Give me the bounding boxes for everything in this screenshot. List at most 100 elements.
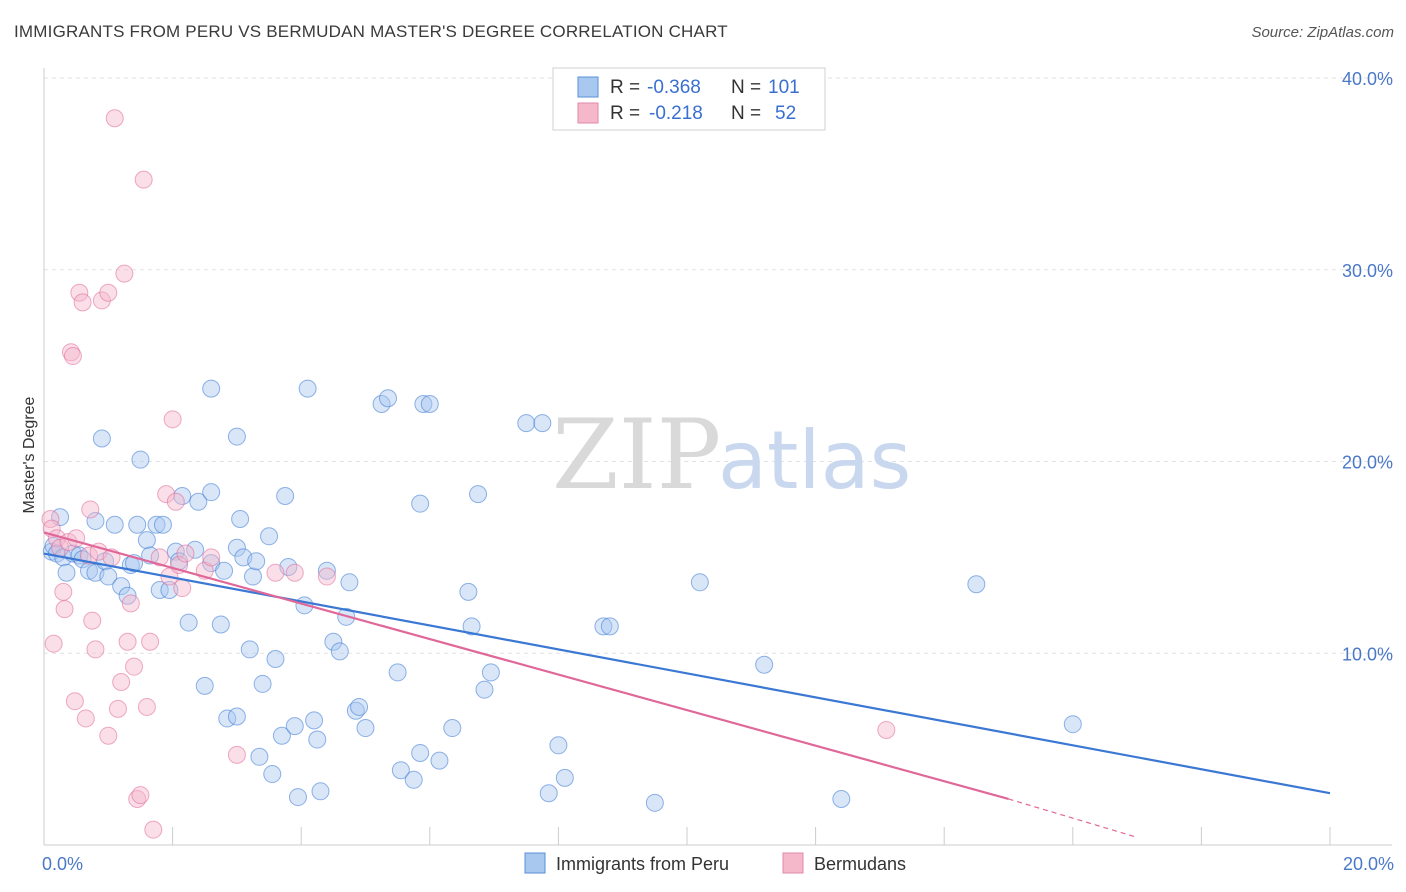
- bermudans-point-21: [99, 283, 118, 302]
- peru-point-98: [832, 789, 851, 808]
- bermudans-point-51: [877, 720, 896, 739]
- chart-title: IMMIGRANTS FROM PERU VS BERMUDAN MASTER'…: [14, 22, 728, 41]
- y-tick-label-2: 30.0%: [1342, 261, 1393, 281]
- peru-point-24: [147, 515, 166, 534]
- peru-trend-line: [43, 552, 1331, 795]
- bermudans-trend-line: [43, 531, 1009, 801]
- bermudans-point-14: [76, 709, 95, 728]
- peru-point-20: [128, 515, 147, 534]
- peru-point-82: [443, 719, 462, 738]
- legend-n-value-peru: 101: [768, 77, 800, 98]
- peru-point-32: [186, 540, 205, 559]
- bermudans-point-9: [63, 347, 82, 366]
- bermudans-point-22: [99, 726, 118, 745]
- peru-point-41: [227, 427, 246, 446]
- legend-n-label-peru: N =: [731, 77, 761, 98]
- legend-n-label-bermudans: N =: [731, 103, 761, 124]
- peru-point-33: [189, 492, 208, 511]
- legend-swatch-peru: [577, 76, 599, 98]
- bermudans-point-17: [83, 611, 102, 630]
- bottom-legend-label-bermudans: Bermudans: [814, 854, 906, 874]
- peru-point-50: [253, 674, 272, 693]
- bermudans-point-5: [54, 582, 73, 601]
- peru-point-11: [86, 511, 105, 530]
- bermudans-point-10: [65, 692, 84, 711]
- peru-point-79: [414, 394, 433, 413]
- bermudans-point-11: [67, 529, 86, 548]
- source-label: Source: ZipAtlas.com: [1251, 24, 1394, 41]
- bermudans-trend-line-extension: [1008, 798, 1138, 838]
- peru-point-66: [330, 642, 349, 661]
- bermudans-point-32: [131, 786, 150, 805]
- bermudans-point-46: [202, 548, 221, 567]
- peru-point-53: [266, 650, 285, 669]
- bottom-legend-label-peru: Immigrants from Peru: [556, 854, 729, 874]
- peru-point-99: [967, 575, 986, 594]
- peru-point-62: [308, 730, 327, 749]
- bermudans-point-41: [166, 492, 185, 511]
- peru-point-100: [1063, 715, 1082, 734]
- peru-point-97: [755, 655, 774, 674]
- legend-r-value-bermudans: -0.218: [649, 103, 703, 124]
- peru-point-68: [340, 573, 359, 592]
- peru-point-89: [533, 414, 552, 433]
- bermudans-point-2: [44, 634, 63, 653]
- peru-point-93: [594, 617, 613, 636]
- peru-point-91: [549, 736, 568, 755]
- peru-point-25: [150, 580, 169, 599]
- bermudans-point-28: [118, 632, 137, 651]
- peru-point-92: [555, 768, 574, 787]
- bermudans-point-40: [163, 410, 182, 429]
- peru-point-38: [211, 615, 230, 634]
- peru-point-77: [411, 494, 430, 513]
- bermudans-point-29: [121, 594, 140, 613]
- peru-point-70: [350, 697, 369, 716]
- x-tick-label-0: 0.0%: [42, 854, 83, 874]
- peru-point-43: [227, 707, 246, 726]
- peru-point-12: [92, 429, 111, 448]
- x-tick-labels: 0.0% 20.0%: [42, 854, 1394, 874]
- bermudans-point-43: [173, 579, 192, 598]
- legend-r-label-bermudans: R =: [610, 103, 640, 124]
- peru-point-47: [243, 567, 262, 586]
- bermudans-point-16: [81, 500, 100, 519]
- y-tick-label-1: 20.0%: [1342, 453, 1393, 473]
- peru-point-44: [231, 510, 250, 529]
- peru-point-83: [459, 582, 478, 601]
- peru-point-14: [99, 567, 118, 586]
- bermudans-point-34: [137, 697, 156, 716]
- peru-point-46: [240, 640, 259, 659]
- peru-point-76: [404, 770, 423, 789]
- bermudans-point-44: [176, 544, 195, 563]
- peru-point-75: [391, 761, 410, 780]
- peru-point-49: [250, 747, 269, 766]
- y-tick-labels: 10.0% 20.0% 30.0% 40.0%: [1342, 69, 1393, 664]
- bermudans-point-48: [266, 563, 285, 582]
- bermudans-point-15: [80, 546, 99, 565]
- y-tick-label-0: 10.0%: [1342, 644, 1393, 664]
- peru-point-71: [356, 719, 375, 738]
- bermudans-point-0: [41, 510, 60, 529]
- peru-point-73: [379, 389, 398, 408]
- peru-point-95: [645, 793, 664, 812]
- bermudans-point-37: [150, 548, 169, 567]
- y-tick-label-3: 40.0%: [1342, 69, 1393, 89]
- bermudans-point-6: [55, 600, 74, 619]
- peru-point-5: [57, 563, 76, 582]
- peru-point-84: [462, 617, 481, 636]
- peru-point-52: [263, 765, 282, 784]
- peru-point-36: [202, 483, 221, 502]
- axes: [43, 68, 1392, 846]
- peru-point-61: [305, 711, 324, 730]
- bermudans-point-36: [144, 820, 163, 839]
- peru-point-55: [276, 487, 295, 506]
- peru-point-31: [179, 613, 198, 632]
- peru-point-64: [317, 561, 336, 580]
- peru-point-85: [469, 485, 488, 504]
- peru-point-80: [420, 394, 439, 413]
- peru-point-65: [324, 632, 343, 651]
- y-axis-label: Master's Degree: [21, 396, 38, 513]
- bottom-legend: Immigrants from Peru Bermudans: [524, 852, 906, 874]
- peru-point-94: [600, 617, 619, 636]
